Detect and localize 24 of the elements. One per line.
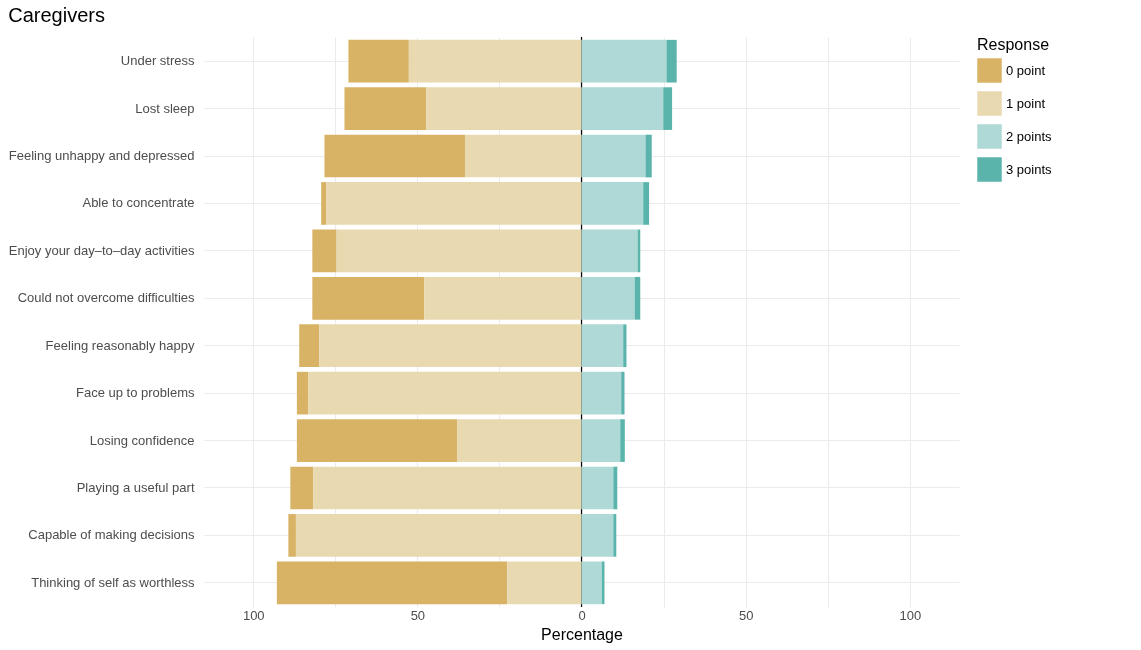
legend-label: 3 points — [1006, 161, 1053, 177]
x-tick-label: 50 — [410, 607, 426, 623]
legend-label: 0 point — [1006, 62, 1046, 78]
y-tick-label: Losing confidence — [89, 432, 195, 448]
y-tick-label: Capable of making decisions — [28, 527, 195, 543]
y-tick-label: Feeling reasonably happy — [45, 337, 195, 353]
y-tick-label: Playing a useful part — [76, 479, 195, 495]
y-tick-label: Able to concentrate — [82, 195, 195, 211]
legend-label: 1 point — [1006, 95, 1046, 111]
x-tick-label: 100 — [242, 607, 265, 623]
chart-title: Caregivers — [8, 4, 105, 27]
x-tick-label: 100 — [899, 607, 922, 623]
x-tick-label: 50 — [738, 607, 754, 623]
y-tick-label: Feeling unhappy and depressed — [8, 148, 195, 164]
y-tick-label: Enjoy your day–to–day activities — [8, 242, 195, 258]
y-tick-label: Could not overcome difficulties — [17, 290, 195, 306]
x-tick-label: 0 — [578, 607, 586, 623]
y-tick-label: Face up to problems — [75, 385, 195, 401]
x-axis-title: Percentage — [541, 625, 624, 643]
legend-label: 2 points — [1006, 128, 1053, 144]
y-tick-label: Under stress — [120, 53, 195, 69]
legend-title: Response — [977, 36, 1050, 53]
y-tick-label: Thinking of self as worthless — [31, 574, 195, 590]
y-tick-label: Lost sleep — [135, 100, 195, 116]
